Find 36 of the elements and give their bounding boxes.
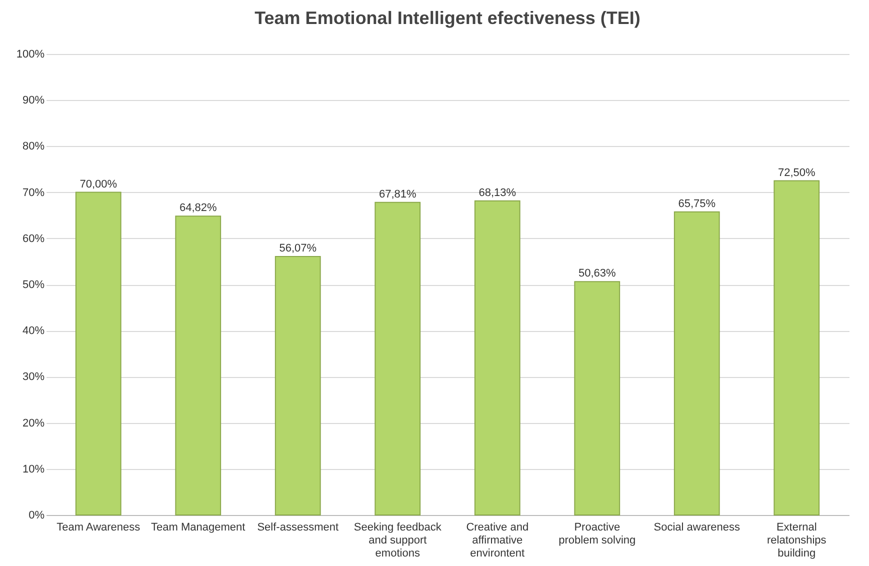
bar	[474, 200, 520, 516]
bar	[574, 281, 620, 516]
y-tick-label: 60%	[22, 232, 45, 245]
y-tick-label: 50%	[22, 279, 45, 291]
data-label: 72,50%	[778, 166, 816, 179]
x-tick-label: Team Management	[151, 522, 246, 534]
bar	[774, 180, 820, 516]
y-tick-label: 10%	[22, 463, 45, 476]
y-tick-label: 0%	[28, 510, 45, 522]
data-label: 56,07%	[279, 242, 317, 255]
x-tick-label: Proactive problem solving	[558, 522, 636, 546]
y-tick-label: 40%	[22, 325, 45, 338]
x-tick-label: Social awareness	[654, 522, 740, 534]
x-tick-label: Team Awareness	[56, 522, 141, 534]
bar	[75, 192, 122, 516]
data-label: 68,13%	[478, 186, 516, 199]
bar	[374, 202, 421, 516]
y-tick-label: 80%	[22, 140, 45, 153]
data-label: 67,81%	[378, 188, 416, 200]
y-tick-label: 70%	[22, 186, 45, 199]
data-label: 64,82%	[179, 202, 217, 214]
x-tick-label: Self-assessment	[257, 522, 339, 534]
x-tick-label: Seeking feedback and support emotions	[354, 522, 442, 560]
data-label: 65,75%	[678, 198, 716, 210]
y-tick-label: 30%	[22, 371, 45, 384]
bar	[175, 216, 222, 516]
chart-title: Team Emotional Intelligent efectiveness (TEI)	[254, 8, 640, 28]
data-label: 70,00%	[80, 178, 118, 190]
y-tick-label: 100%	[16, 48, 45, 60]
x-tick-label: Creative and affirmative environtent	[466, 522, 529, 560]
x-tick-label: External relatonships building	[766, 522, 827, 560]
y-tick-label: 90%	[22, 94, 45, 107]
y-tick-label: 20%	[22, 417, 45, 430]
bar	[274, 256, 321, 516]
bar	[674, 211, 720, 516]
data-label: 50,63%	[578, 268, 616, 280]
